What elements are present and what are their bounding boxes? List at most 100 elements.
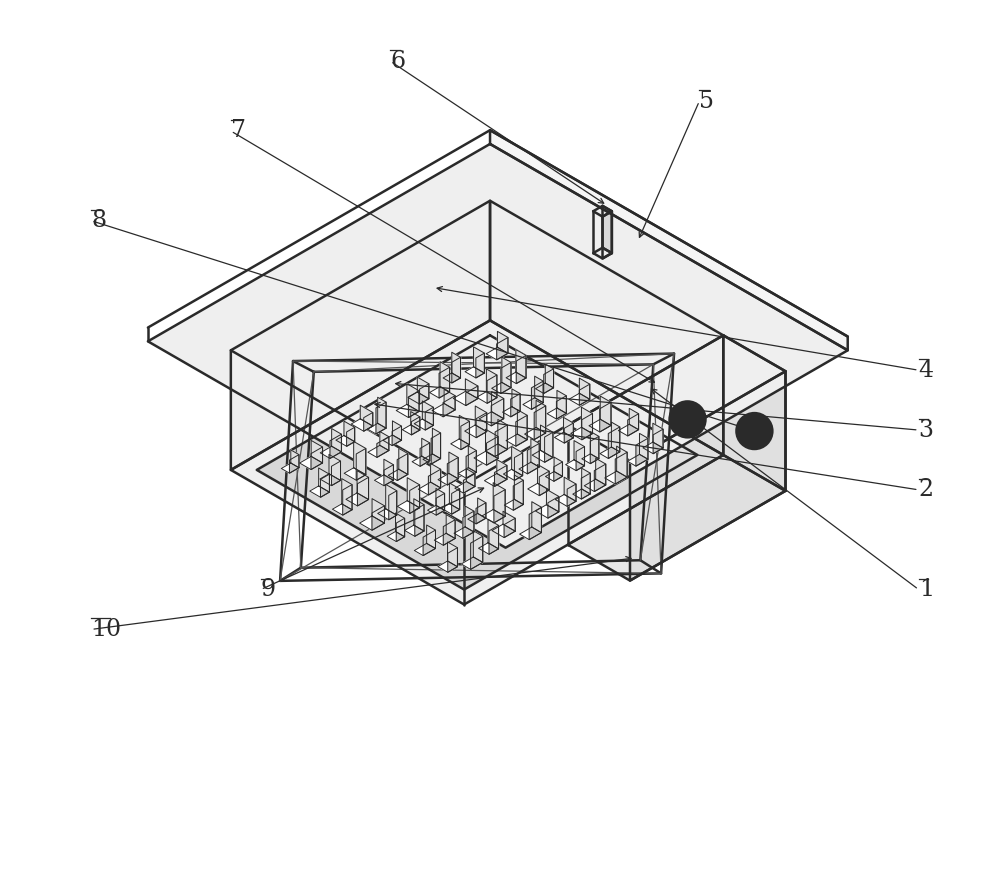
Polygon shape	[455, 481, 475, 493]
Polygon shape	[519, 463, 539, 474]
Polygon shape	[594, 464, 606, 491]
Polygon shape	[448, 547, 457, 572]
Polygon shape	[447, 457, 458, 485]
Polygon shape	[440, 362, 450, 392]
Polygon shape	[611, 422, 620, 452]
Polygon shape	[438, 561, 457, 572]
Polygon shape	[377, 437, 389, 457]
Polygon shape	[422, 401, 433, 425]
Polygon shape	[487, 375, 497, 404]
Polygon shape	[412, 456, 430, 466]
Polygon shape	[443, 396, 455, 417]
Polygon shape	[231, 321, 723, 605]
Polygon shape	[478, 498, 486, 518]
Polygon shape	[629, 408, 639, 430]
Polygon shape	[452, 357, 460, 383]
Polygon shape	[525, 428, 546, 439]
Polygon shape	[512, 389, 520, 412]
Polygon shape	[428, 469, 441, 495]
Polygon shape	[535, 383, 554, 394]
Polygon shape	[532, 502, 541, 532]
Polygon shape	[516, 415, 527, 446]
Polygon shape	[408, 392, 429, 405]
Polygon shape	[407, 478, 420, 508]
Polygon shape	[600, 396, 611, 425]
Polygon shape	[449, 452, 458, 479]
Polygon shape	[471, 536, 483, 570]
Polygon shape	[148, 144, 848, 547]
Polygon shape	[431, 463, 441, 488]
Polygon shape	[605, 472, 627, 484]
Polygon shape	[617, 446, 627, 477]
Polygon shape	[463, 511, 474, 538]
Polygon shape	[501, 363, 511, 394]
Polygon shape	[627, 455, 648, 466]
Polygon shape	[569, 393, 590, 405]
Polygon shape	[466, 386, 478, 405]
Polygon shape	[439, 367, 450, 398]
Polygon shape	[514, 475, 523, 505]
Polygon shape	[378, 509, 397, 520]
Polygon shape	[428, 505, 445, 515]
Polygon shape	[574, 440, 585, 466]
Polygon shape	[434, 533, 455, 546]
Polygon shape	[342, 479, 352, 510]
Polygon shape	[494, 489, 505, 523]
Text: 1: 1	[919, 578, 934, 601]
Polygon shape	[498, 420, 507, 449]
Polygon shape	[453, 391, 478, 405]
Polygon shape	[461, 421, 469, 450]
Polygon shape	[397, 501, 420, 513]
Polygon shape	[458, 468, 476, 478]
Polygon shape	[257, 336, 697, 589]
Polygon shape	[396, 518, 405, 541]
Polygon shape	[504, 499, 523, 510]
Polygon shape	[454, 527, 474, 538]
Polygon shape	[531, 438, 539, 467]
Polygon shape	[346, 493, 369, 506]
Polygon shape	[618, 424, 639, 436]
Polygon shape	[479, 412, 504, 426]
Polygon shape	[427, 525, 435, 548]
Polygon shape	[452, 352, 460, 378]
Polygon shape	[653, 423, 663, 448]
Polygon shape	[589, 419, 611, 432]
Polygon shape	[465, 425, 487, 438]
Polygon shape	[300, 456, 323, 470]
Polygon shape	[343, 485, 352, 515]
Polygon shape	[486, 347, 508, 360]
Polygon shape	[539, 472, 549, 496]
Polygon shape	[320, 474, 329, 497]
Polygon shape	[368, 446, 389, 457]
Polygon shape	[418, 482, 441, 495]
Polygon shape	[488, 520, 499, 549]
Polygon shape	[564, 477, 576, 501]
Polygon shape	[630, 371, 786, 580]
Polygon shape	[504, 518, 515, 538]
Polygon shape	[557, 390, 566, 413]
Polygon shape	[281, 463, 299, 473]
Polygon shape	[482, 510, 505, 523]
Polygon shape	[320, 474, 341, 486]
Polygon shape	[459, 415, 469, 445]
Polygon shape	[593, 247, 612, 258]
Polygon shape	[364, 413, 373, 431]
Polygon shape	[414, 498, 424, 531]
Polygon shape	[344, 421, 355, 442]
Polygon shape	[573, 489, 590, 499]
Polygon shape	[444, 389, 455, 410]
Polygon shape	[397, 454, 408, 480]
Polygon shape	[476, 353, 484, 378]
Polygon shape	[531, 381, 543, 409]
Polygon shape	[596, 458, 606, 485]
Polygon shape	[368, 423, 386, 434]
Polygon shape	[493, 483, 505, 516]
Polygon shape	[388, 469, 408, 480]
Circle shape	[736, 413, 772, 449]
Polygon shape	[474, 346, 484, 373]
Polygon shape	[441, 504, 460, 514]
Polygon shape	[329, 455, 341, 480]
Polygon shape	[516, 355, 526, 384]
Polygon shape	[380, 431, 389, 451]
Polygon shape	[449, 483, 460, 510]
